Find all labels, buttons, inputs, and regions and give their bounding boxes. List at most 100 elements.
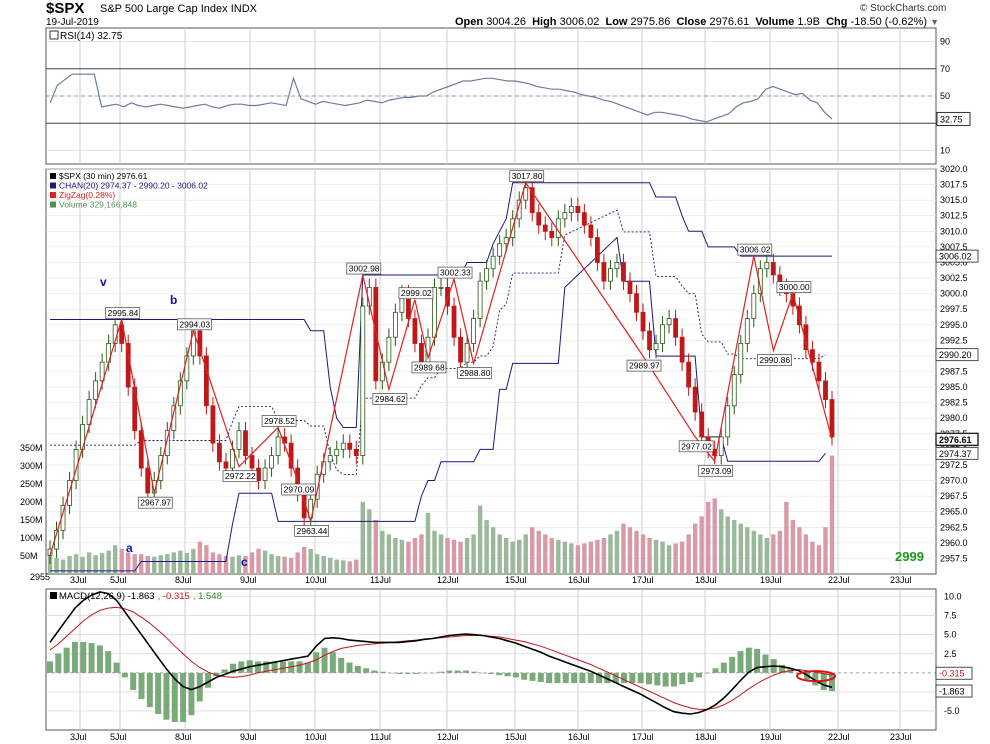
date-tick-label: 8Jul: [175, 732, 192, 742]
candle-body: [386, 336, 392, 363]
candle-body: [308, 498, 314, 519]
volume-tick-label: 350M: [20, 443, 43, 453]
volume-bar: [438, 534, 444, 574]
candle-body: [419, 343, 424, 363]
candle-body: [797, 305, 802, 326]
rsi-legend-box: [49, 30, 59, 40]
volume-tick-label: 150M: [20, 515, 43, 525]
candle-body: [829, 399, 835, 438]
macd-histogram-bar: [529, 672, 536, 681]
volume-bar: [503, 538, 509, 574]
pivot-label-box: [261, 415, 297, 427]
volume-bar: [517, 539, 522, 574]
volume-bar: [158, 555, 163, 574]
volume-bar: [295, 552, 300, 574]
zigzag-line: [49, 181, 833, 556]
volume-bar: [608, 534, 613, 574]
macd-line: [49, 591, 833, 715]
volume-bar: [569, 543, 574, 574]
date-tick-label: 8Jul: [175, 575, 192, 585]
pivot-label: 3002.33: [440, 268, 471, 278]
date-tick-label: 10Jul: [305, 575, 327, 585]
macd-histogram-bar: [604, 672, 611, 684]
chg-down-icon: ▼: [930, 17, 939, 27]
volume-bar: [243, 556, 248, 574]
pivot-label-box: [678, 440, 714, 453]
pivot-label: 2988.80: [460, 368, 491, 378]
price-tick-label: 2965.0: [940, 507, 968, 517]
price-tick-label: 3010.0: [940, 226, 968, 236]
volume-bar: [451, 539, 457, 574]
volume-bar: [536, 530, 541, 574]
date-tick-label: 11Jul: [370, 575, 391, 585]
candle-body: [764, 262, 770, 270]
macd-histogram-bar: [313, 652, 320, 673]
price-tick-label: 3002.5: [940, 273, 968, 283]
candle-body: [353, 448, 359, 457]
macd-tick-label: -5.0: [944, 706, 960, 716]
macd-legend-hist: , 1.548: [193, 591, 222, 602]
pivot-label-box: [411, 361, 447, 374]
volume-bar: [640, 534, 646, 574]
volume-bar: [112, 545, 118, 574]
macd-histogram-bar: [230, 663, 237, 673]
volume-bar: [67, 556, 72, 574]
volume-bar: [784, 502, 789, 574]
volume-bar: [60, 559, 66, 574]
pivot-label-box: [437, 266, 473, 279]
candle-body: [197, 330, 203, 357]
rsi-legend: RSI(14) 32.75: [60, 31, 123, 42]
macd-histogram-bar: [695, 672, 702, 678]
pivot-label: 3002.98: [349, 264, 380, 274]
macd-current-badge: -1.863: [939, 687, 965, 697]
macd-histogram-bar: [571, 672, 578, 684]
price-tick-label: 3017.5: [940, 180, 968, 190]
candle-body: [653, 343, 659, 351]
candle-body: [803, 324, 809, 351]
macd-histogram-bar: [254, 661, 261, 673]
volume-bar: [705, 502, 711, 574]
volume-bar: [184, 553, 190, 574]
macd-histogram-bar: [388, 672, 395, 674]
candle-body: [217, 442, 222, 463]
pivot-label-box: [222, 470, 258, 483]
volume-bar: [595, 539, 600, 574]
volume-bar: [588, 541, 594, 574]
exchange-text: INDX: [230, 3, 257, 15]
candle-body: [575, 205, 581, 214]
volume-bar: [490, 527, 496, 574]
date-tick-label: 16Jul: [568, 732, 590, 742]
rsi-tick-label: 70: [940, 64, 950, 74]
candle-body: [347, 442, 353, 450]
macd-histogram-bar: [379, 671, 386, 673]
date-tick-label: 17Jul: [632, 732, 654, 742]
price-bottom-left-label: 2955: [30, 572, 50, 582]
date-tick-label: 5Jul: [110, 575, 127, 585]
volume-bar: [132, 554, 137, 574]
macd-panel-frame: [45, 588, 937, 731]
macd-histogram-bar: [438, 671, 444, 673]
price-tick-label: 2972.5: [940, 460, 968, 470]
price-tick-label: 2967.5: [940, 491, 968, 501]
pivot-label: 2973.09: [701, 466, 732, 476]
rsi-current-badge: [936, 111, 971, 126]
macd-histogram-bar: [404, 672, 411, 674]
candle-body: [497, 243, 503, 257]
volume-bar: [217, 554, 222, 574]
pivot-label-box: [756, 354, 792, 366]
pivot-label-box: [137, 496, 173, 509]
candle-body: [269, 455, 274, 469]
macd-histogram-bar: [413, 672, 420, 674]
volume-bar: [256, 548, 261, 574]
volume-bar: [314, 554, 320, 574]
price-legend-swatch: [50, 182, 56, 189]
price-tick-label: 2995.0: [940, 320, 968, 330]
volume-bar: [236, 555, 242, 574]
macd-histogram-bar: [321, 647, 328, 673]
macd-histogram-bar: [296, 661, 303, 673]
volume-bar: [328, 557, 333, 574]
macd-histogram-bar: [188, 672, 195, 716]
price-legend-entry: CHAN(20) 2974.37 - 2990.20 - 3006.02: [59, 181, 208, 191]
rsi-tick-label: 50: [940, 91, 950, 101]
candle-body: [601, 262, 607, 282]
